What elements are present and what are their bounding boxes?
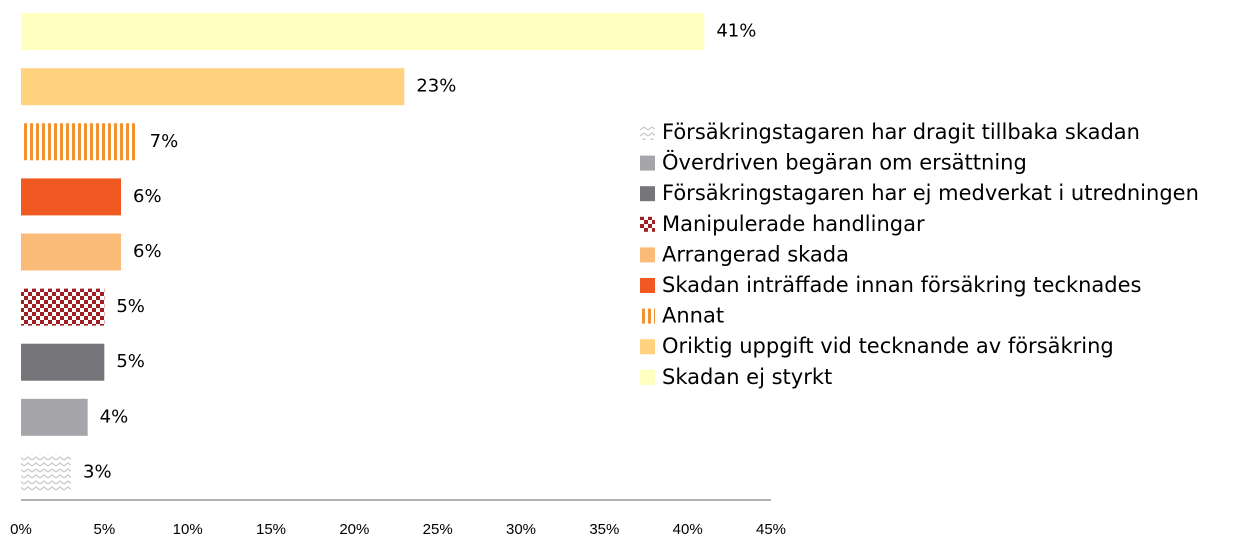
value-label: 6% [133, 241, 162, 262]
x-tick-label: 0% [10, 521, 32, 537]
legend-label: Annat [662, 304, 724, 328]
legend-label: Skadan ej styrkt [662, 365, 832, 389]
legend-swatch [640, 216, 655, 232]
legend-swatch [640, 125, 655, 140]
x-tick-label: 25% [423, 521, 453, 537]
value-label: 5% [116, 296, 145, 317]
value-label: 4% [100, 406, 129, 427]
x-tick-label: 35% [589, 521, 619, 537]
bar [21, 13, 705, 51]
legend-label: Överdriven begäran om ersättning [662, 150, 1027, 175]
value-label: 23% [416, 76, 456, 97]
legend-label: Manipulerade handlingar [662, 212, 925, 236]
bar [21, 68, 405, 106]
legend-label: Skadan inträffade innan försäkring teckn… [662, 273, 1141, 297]
legend-swatch [640, 186, 655, 202]
value-label: 5% [116, 351, 145, 372]
x-tick-label: 20% [339, 521, 369, 537]
legend-swatch [640, 308, 655, 324]
legend-label: Oriktig uppgift vid tecknande av försäkr… [662, 334, 1114, 358]
x-tick-label: 15% [256, 521, 286, 537]
bar [21, 398, 88, 436]
legend-label: Arrangerad skada [662, 242, 849, 266]
legend-label: Försäkringstagaren har dragit tillbaka s… [662, 120, 1140, 144]
x-tick-label: 5% [93, 521, 115, 537]
x-tick-label: 30% [506, 521, 536, 537]
value-label: 41% [716, 21, 756, 42]
x-tick-label: 45% [756, 521, 786, 537]
legend-swatch [640, 247, 655, 263]
legend-label: Försäkringstagaren har ej medverkat i ut… [662, 181, 1199, 205]
bar [21, 343, 105, 381]
legend-swatch [640, 339, 655, 355]
x-tick-label: 10% [173, 521, 203, 537]
bar [21, 178, 121, 216]
x-tick-label: 40% [673, 521, 703, 537]
legend-swatch [640, 369, 655, 385]
bar [21, 453, 71, 491]
legend-swatch [640, 278, 655, 293]
value-label: 7% [150, 131, 179, 152]
bar [21, 123, 138, 161]
value-label: 3% [83, 461, 112, 482]
legend-swatch [640, 155, 655, 171]
value-label: 6% [133, 186, 162, 207]
bar [21, 288, 105, 326]
bar [21, 233, 121, 271]
